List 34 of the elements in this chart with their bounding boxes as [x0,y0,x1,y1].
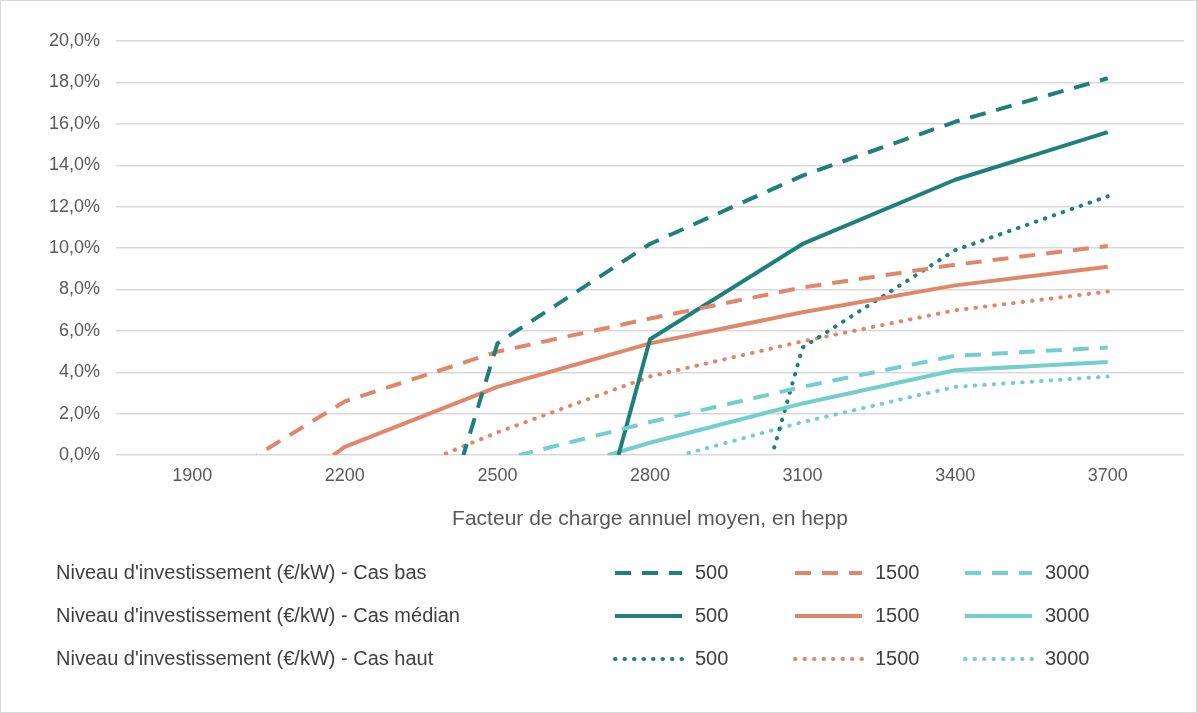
x-tick-label: 2500 [477,464,518,485]
x-tick-label: 1900 [172,464,213,485]
x-tick-label: 2800 [629,464,671,485]
y-tick-label: 10,0% [48,237,100,258]
x-axis-title: Facteur de charge annuel moyen, en hepp [452,506,848,530]
line-series [254,244,1110,456]
y-tick-label: 6,0% [58,319,100,340]
y-tick-label: 4,0% [58,361,100,382]
legend-label: 500 [694,604,730,627]
legend-label: 500 [694,561,730,584]
y-tick-label: 12,0% [48,195,100,216]
text: Niveau d'investissement (€/kW) - Cas bas [56,561,428,584]
y-tick-label: 16,0% [48,112,100,133]
legend-label: 500 [694,647,730,670]
line-series [461,76,1110,456]
x-tick-label: 3700 [1087,464,1128,485]
legend-label: 1500 [874,561,921,584]
x-tick-label: 2200 [324,464,365,485]
text: Niveau d'investissement (€/kW) - Cas médian [56,604,461,627]
y-tick-label: 0,0% [58,444,100,465]
y-tick-label: 14,0% [48,154,100,175]
legend-label: 3000 [1044,604,1091,627]
line-series [516,345,1110,456]
legend-label: 1500 [874,647,921,670]
x-tick-label: 3100 [782,464,823,485]
legend-label: 1500 [874,604,921,627]
y-tick-label: 2,0% [58,402,100,423]
y-tick-label: 8,0% [58,278,100,299]
legend-label: 3000 [1044,647,1091,670]
legend-label: 3000 [1044,561,1091,584]
text: Niveau d'investissement (€/kW) - Cas haut [56,647,435,670]
y-tick-label: 20,0% [48,29,100,50]
y-tick-label: 18,0% [48,71,100,92]
x-tick-label: 3400 [935,464,976,485]
